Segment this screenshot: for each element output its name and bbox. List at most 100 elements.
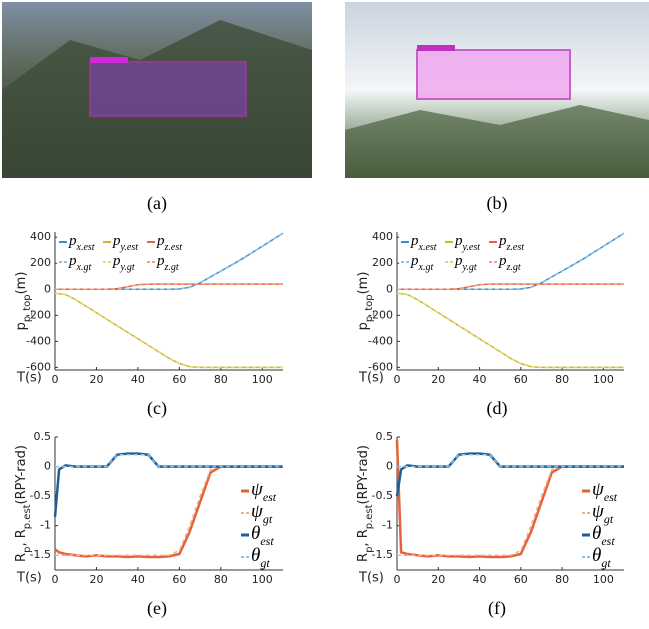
y-axis-label: Rp, Rp.est(RPY-rad)	[14, 445, 33, 562]
y-tick-label: 0.5	[376, 430, 394, 443]
x-tick-label: 80	[214, 573, 228, 586]
y-axis-label-part: p_top	[22, 294, 33, 322]
series-line	[55, 455, 283, 467]
y-axis-label-part: (m)	[14, 272, 29, 295]
y-tick-label: 400	[372, 230, 393, 243]
legend-subscript: y.est	[120, 242, 139, 253]
x-tick-label: 20	[431, 373, 445, 386]
x-axis-label: T(s)	[358, 571, 384, 586]
legend-name: θ	[251, 523, 260, 544]
y-tick-label: -1	[40, 519, 51, 532]
legend-subscript: x.est	[76, 242, 95, 253]
y-tick-label: 0	[386, 282, 393, 295]
legend-name: θ	[592, 523, 601, 544]
x-tick-label: 60	[514, 373, 528, 386]
legend-subscript: y.gt	[120, 262, 135, 273]
legend-subscript: x.est	[418, 242, 437, 253]
panel-caption: (b)	[487, 193, 508, 214]
panel-caption: (c)	[147, 398, 167, 419]
y-axis-label-part: p_top	[364, 294, 375, 322]
panel-caption: (e)	[147, 598, 167, 619]
y-axis-label-part: , R	[356, 529, 371, 546]
y-tick-label: -0.5	[30, 489, 51, 502]
series-line	[397, 284, 624, 289]
x-tick-label: 100	[252, 373, 273, 386]
legend-subscript: z.gt	[164, 262, 179, 273]
y-tick-label: 0.5	[34, 430, 52, 443]
y-axis-label: pp_top(m)	[14, 272, 33, 331]
x-tick-label: 80	[214, 373, 228, 386]
x-tick-label: 0	[394, 373, 401, 386]
series-line	[55, 284, 283, 289]
y-axis-label-part: , R	[14, 529, 29, 546]
y-tick-label: 0	[44, 282, 51, 295]
legend-name: θ	[592, 545, 601, 566]
y-axis-label-part: (m)	[356, 272, 371, 295]
legend-subscript: z.est	[506, 242, 525, 253]
legend-subscript: est	[604, 490, 618, 504]
y-tick-label: 0	[386, 460, 393, 473]
series-line	[55, 293, 283, 367]
panel-caption: (a)	[147, 193, 167, 214]
y-tick-label: -0.5	[372, 489, 393, 502]
legend-subscript: z.est	[164, 242, 183, 253]
x-tick-label: 0	[394, 573, 401, 586]
y-axis-label-part: (RPY-rad)	[356, 445, 371, 504]
x-axis-label: T(s)	[358, 371, 384, 386]
x-tick-label: 80	[555, 573, 569, 586]
figure: (a)(b)(c)(d)(e)(f)-600-400-2000200400020…	[0, 0, 649, 624]
y-tick-label: -400	[26, 334, 51, 347]
x-tick-label: 40	[131, 573, 145, 586]
legend-name: θ	[251, 545, 260, 566]
series-line	[397, 293, 624, 367]
y-axis-label-part: p	[14, 322, 29, 330]
x-tick-label: 40	[131, 373, 145, 386]
x-tick-label: 0	[52, 373, 59, 386]
x-tick-label: 100	[593, 373, 614, 386]
x-tick-label: 60	[172, 373, 186, 386]
legend-subscript: gt	[604, 512, 614, 526]
y-tick-label: -1	[382, 519, 393, 532]
x-tick-label: 100	[593, 573, 614, 586]
y-axis-label-part: R	[356, 553, 371, 562]
series-line	[397, 284, 624, 289]
y-tick-label: 200	[372, 256, 393, 269]
y-axis-label-part: (RPY-rad)	[14, 445, 29, 504]
series-line	[397, 455, 624, 467]
x-tick-label: 0	[52, 573, 59, 586]
legend-subscript: gt	[601, 556, 611, 570]
legend-subscript: gt	[263, 512, 273, 526]
panel-caption: (d)	[487, 398, 508, 419]
y-tick-label: -400	[368, 334, 393, 347]
x-tick-label: 40	[473, 373, 487, 386]
x-tick-label: 60	[514, 573, 528, 586]
legend-subscript: y.est	[462, 242, 481, 253]
legend-subscript: z.gt	[506, 262, 521, 273]
legend-subscript: est	[260, 534, 274, 548]
y-tick-label: 400	[30, 230, 51, 243]
series-line	[55, 293, 283, 367]
x-tick-label: 20	[89, 373, 103, 386]
legend-subscript: est	[601, 534, 615, 548]
y-tick-label: 0	[44, 460, 51, 473]
x-axis-label: T(s)	[16, 371, 42, 386]
legend-subscript: est	[263, 490, 277, 504]
legend-subscript: x.gt	[418, 262, 434, 273]
y-tick-label: -1.5	[30, 548, 51, 561]
y-axis-label: pp_top(m)	[356, 272, 375, 331]
x-tick-label: 20	[89, 573, 103, 586]
legend-subscript: y.gt	[462, 262, 477, 273]
photo-a	[2, 2, 312, 178]
legend-subscript: gt	[260, 556, 270, 570]
legend-subscript: x.gt	[76, 262, 92, 273]
x-axis-label: T(s)	[16, 571, 42, 586]
x-tick-label: 20	[431, 573, 445, 586]
x-tick-label: 100	[252, 573, 273, 586]
series-line	[397, 293, 624, 367]
x-tick-label: 80	[555, 373, 569, 386]
panel-caption: (f)	[488, 598, 506, 619]
x-tick-label: 40	[473, 573, 487, 586]
y-axis-label-part: p.est	[364, 504, 375, 529]
y-axis-label: Rp, Rp.est(RPY-rad)	[356, 445, 375, 562]
y-axis-label-part: R	[14, 553, 29, 562]
